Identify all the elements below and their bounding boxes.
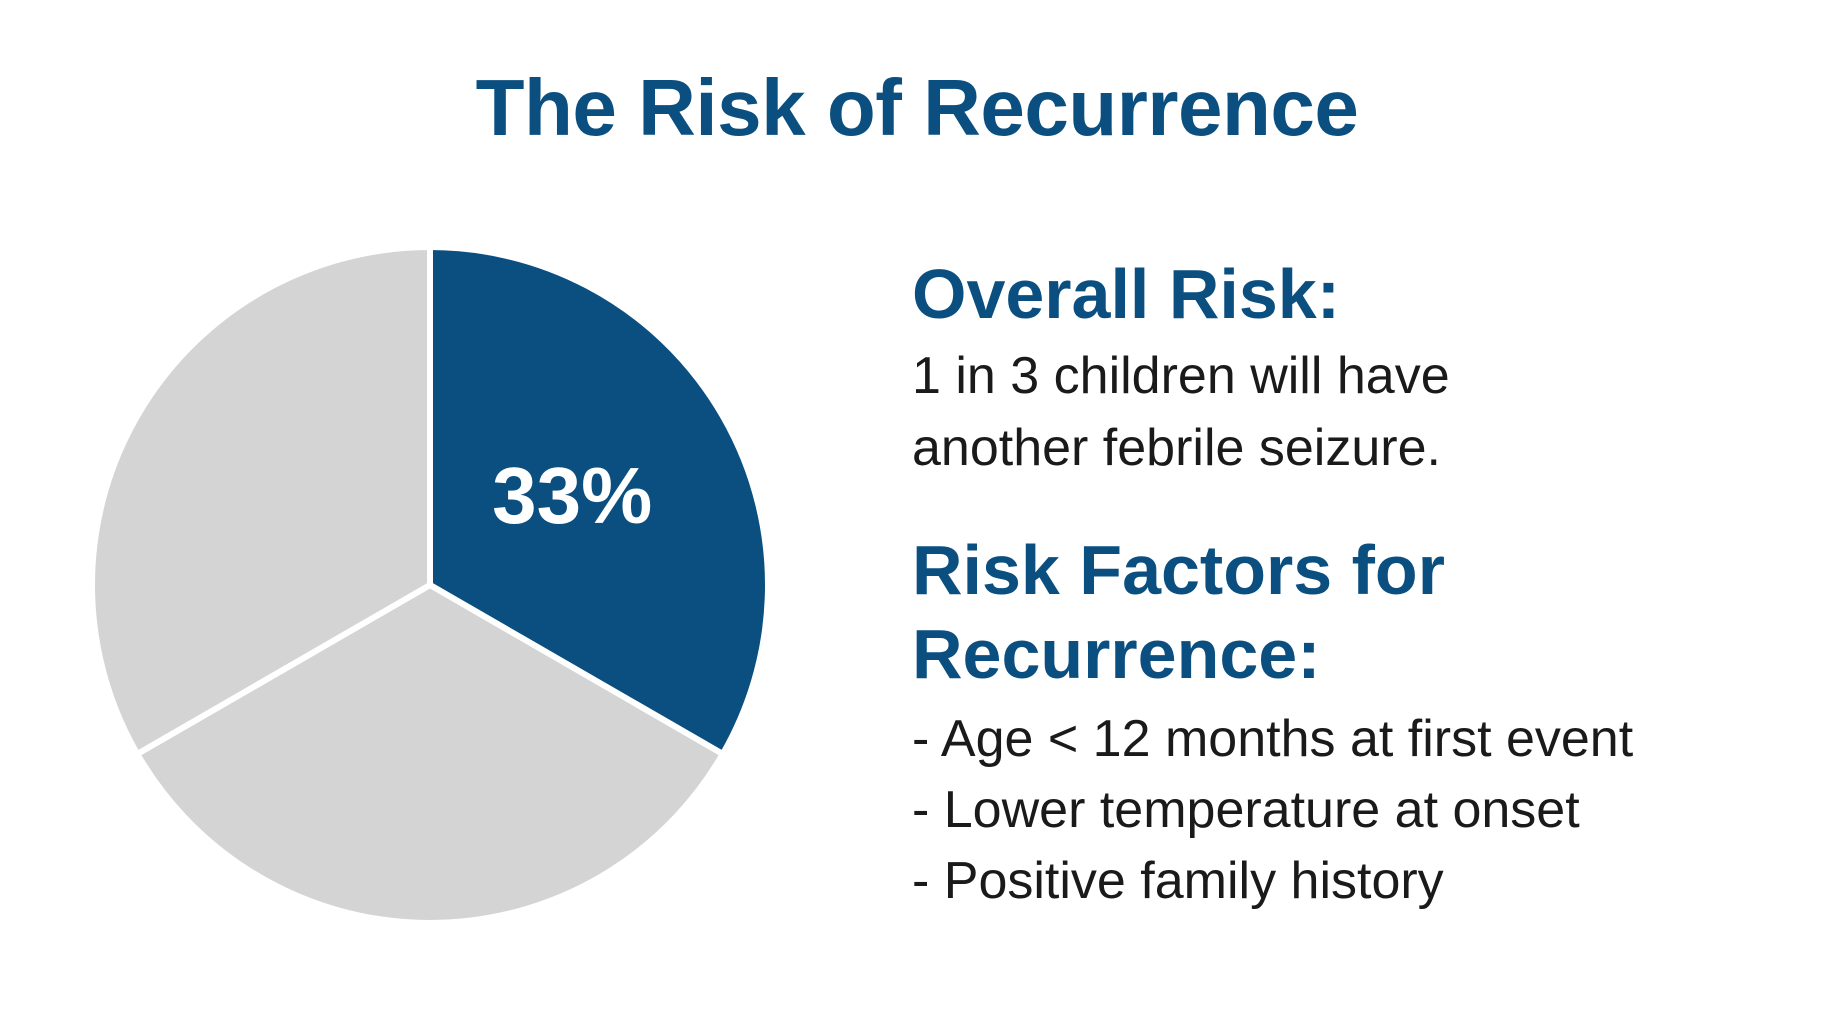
pie-slice-3 [89, 244, 433, 757]
risk-factor-item: - Age < 12 months at first event [912, 710, 1634, 768]
risk-factors-heading: Risk Factors for Recurrence: [912, 528, 1792, 696]
risk-factor-item: - Lower temperature at onset [912, 781, 1580, 839]
pie-slice-label: 33% [492, 451, 652, 540]
pie-chart-svg: 33% [89, 244, 771, 926]
pie-slice-1 [427, 244, 771, 757]
info-panel: Overall Risk: 1 in 3 children will have … [912, 252, 1792, 917]
page-title: The Risk of Recurrence [475, 63, 1359, 152]
risk-factors-heading-line-1: Risk Factors for [912, 531, 1445, 609]
overall-risk-heading: Overall Risk: [912, 255, 1340, 333]
overall-risk-line-2: another febrile seizure. [912, 419, 1441, 477]
pie-slice-2 [134, 582, 726, 926]
risk-factor-list: - Age < 12 months at first event - Lower… [912, 704, 1792, 917]
overall-risk-line-1: 1 in 3 children will have [912, 347, 1450, 405]
risk-factors-heading-line-2: Recurrence: [912, 615, 1321, 693]
pie-chart: 33% [80, 235, 780, 935]
risk-factor-item: - Positive family history [912, 852, 1444, 910]
